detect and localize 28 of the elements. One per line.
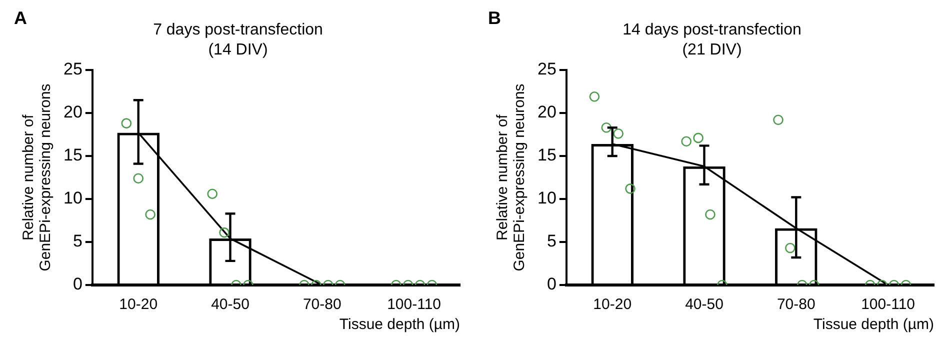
y-tick-label: 5: [72, 232, 82, 251]
x-tick-label: 100-110: [387, 296, 442, 314]
x-tick-label: 10-20: [119, 296, 158, 314]
y-tick-label: 15: [537, 146, 556, 165]
y-tick-label: 0: [72, 274, 82, 294]
y-tick-label: 25: [537, 60, 556, 79]
x-tick-label: 40-50: [685, 296, 724, 314]
x-tick-label: 40-50: [211, 296, 250, 314]
y-tick-label: 10: [537, 188, 556, 208]
x-tick-label: 10-20: [593, 296, 632, 314]
y-tick-label: 10: [63, 188, 82, 208]
x-tick-label: 100-110: [861, 296, 916, 314]
y-tick-label: 0: [546, 274, 556, 294]
y-tick-label: 5: [546, 232, 556, 251]
x-axis-title: Tissue depth (µm): [339, 316, 460, 334]
text: A: [14, 8, 27, 28]
chart-title: 7 days post-transfection (14 DIV): [153, 21, 323, 58]
x-axis-title: Tissue depth (µm): [813, 316, 934, 334]
text: B: [488, 8, 501, 28]
y-axis-title: Relative number of GenEPi-expressing neurons: [20, 84, 54, 272]
y-tick-label: 20: [537, 102, 556, 122]
x-tick-label: 70-80: [302, 296, 342, 314]
y-tick-label: 15: [63, 146, 82, 165]
y-tick-label: 25: [63, 60, 82, 79]
chart-title: 14 days post-transfection (21 DIV): [622, 21, 802, 58]
y-tick-label: 20: [63, 102, 82, 122]
x-tick-label: 70-80: [776, 296, 816, 314]
y-axis-title: Relative number of GenEPi-expressing neurons: [494, 84, 528, 272]
